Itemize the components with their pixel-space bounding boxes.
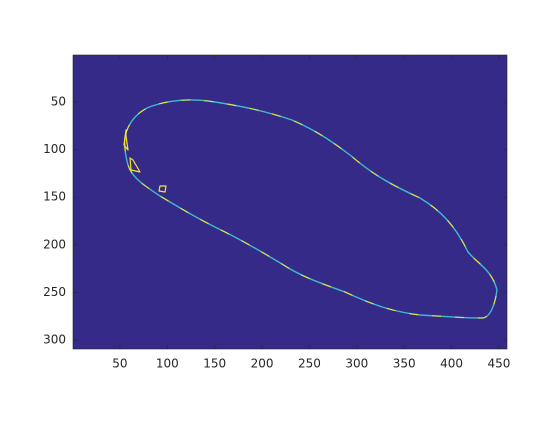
y-tick-label: 300 — [43, 332, 66, 346]
x-tick-label: 300 — [345, 357, 368, 371]
x-tick-label: 350 — [393, 357, 416, 371]
contour — [123, 99, 498, 319]
x-tick-label: 400 — [440, 357, 463, 371]
x-tick-label: 250 — [298, 357, 321, 371]
contour-highlight — [124, 99, 498, 319]
y-tick-label: 150 — [43, 190, 66, 204]
x-tick-label: 200 — [251, 357, 274, 371]
x-tick-label: 100 — [156, 357, 179, 371]
x-tick-label: 150 — [203, 357, 226, 371]
y-tick-label: 200 — [43, 237, 66, 251]
y-tick-label: 100 — [43, 142, 66, 156]
contour-loop — [123, 129, 167, 193]
x-tick-label: 450 — [487, 357, 510, 371]
x-tick-label: 50 — [112, 357, 127, 371]
axes-box — [72, 54, 508, 350]
image-area — [73, 55, 507, 349]
y-tick-label: 250 — [43, 285, 66, 299]
y-tick-label: 50 — [51, 95, 66, 109]
